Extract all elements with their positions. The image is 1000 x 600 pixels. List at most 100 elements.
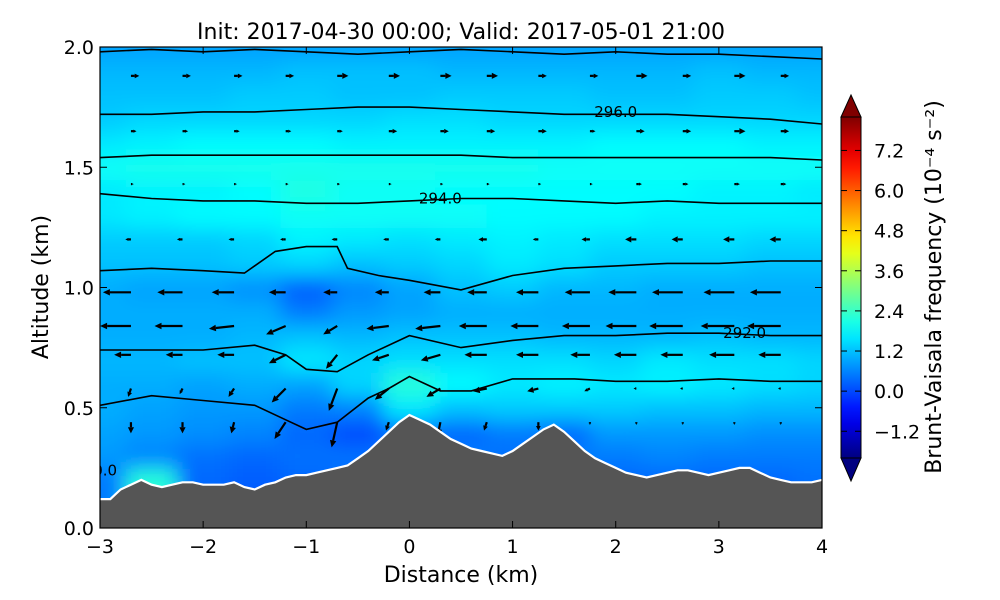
field-cell xyxy=(744,203,798,229)
field-cell xyxy=(100,323,127,349)
field-cell xyxy=(100,443,127,469)
wind-vector xyxy=(229,421,236,434)
x-tick-label: −2 xyxy=(189,536,217,558)
wind-vector xyxy=(682,128,692,134)
wind-vector xyxy=(779,422,782,425)
field-cell xyxy=(589,371,643,397)
wind-vector xyxy=(165,351,183,358)
field-cell xyxy=(641,323,695,349)
field-cell xyxy=(538,227,591,253)
wind-vector xyxy=(323,325,338,335)
field-cell xyxy=(796,251,822,277)
wind-vector xyxy=(337,72,349,79)
contour-label: 294.0 xyxy=(419,190,462,208)
field-cell xyxy=(332,299,385,325)
field-cell xyxy=(796,59,822,85)
field-cell xyxy=(538,347,591,373)
field-cell xyxy=(435,107,488,133)
field-cell xyxy=(796,107,822,133)
field-cell xyxy=(228,299,282,325)
field-cell xyxy=(641,419,695,445)
colorbar: −1.2 0.0 1.2 2.4 3.6 4.8 6.0 7.2 Brunt-Vaisala … xyxy=(840,93,947,483)
wind-vector xyxy=(458,322,487,330)
x-tick-label: 4 xyxy=(816,536,828,558)
colorbar-body xyxy=(840,116,862,459)
y-tick-label: 0.0 xyxy=(64,518,94,540)
wind-vector xyxy=(125,237,131,241)
terrain-layer xyxy=(100,413,822,528)
wind-vector xyxy=(285,182,289,186)
field-cell xyxy=(177,227,230,253)
field-cell xyxy=(228,323,282,349)
field-cell xyxy=(125,131,179,157)
field-cell xyxy=(744,347,798,373)
field-cell xyxy=(435,395,488,421)
wind-vector xyxy=(561,322,590,330)
wind-vector xyxy=(374,289,389,296)
field-cell xyxy=(589,251,643,277)
y-tick-label: 2.0 xyxy=(64,37,94,59)
wind-vector xyxy=(780,73,790,79)
wind-vector xyxy=(285,73,295,79)
y-axis-label: Altitude (km) xyxy=(29,215,54,359)
field-cell xyxy=(589,59,643,85)
wind-vector xyxy=(127,388,132,397)
field-cell xyxy=(332,395,385,421)
y-tick-label: 1.0 xyxy=(64,278,94,300)
colorbar-ticks: −1.2 0.0 1.2 2.4 3.6 4.8 6.0 7.2 xyxy=(841,140,920,443)
field-cell xyxy=(125,227,179,253)
wind-vector xyxy=(660,351,683,358)
colorbar-tick-label: 3.6 xyxy=(874,261,904,283)
field-cell xyxy=(538,203,591,229)
wind-vector xyxy=(426,387,441,397)
wind-vector xyxy=(383,237,389,241)
field-cell xyxy=(641,443,695,469)
field-cell xyxy=(280,179,334,205)
wind-vector xyxy=(330,421,339,448)
field-cell xyxy=(435,203,488,229)
wind-vector xyxy=(682,182,689,186)
wind-vector xyxy=(636,128,645,134)
field-cell xyxy=(125,83,179,109)
wind-vector xyxy=(564,289,590,296)
field-cell xyxy=(641,131,695,157)
field-cell xyxy=(125,203,179,229)
field-cell xyxy=(744,299,798,325)
wind-vector xyxy=(271,387,287,403)
wind-vector xyxy=(388,128,398,134)
field-cell xyxy=(280,251,334,277)
field-cell xyxy=(332,371,385,397)
field-cell xyxy=(589,131,643,157)
field-cell xyxy=(332,227,385,253)
contour-line xyxy=(100,245,822,291)
field-cell xyxy=(641,59,695,85)
field-cell xyxy=(589,395,643,421)
wind-vector xyxy=(486,128,496,134)
field-cell xyxy=(125,47,179,61)
wind-vector xyxy=(176,237,183,241)
colorbar-extend-max xyxy=(840,93,862,118)
field-cell xyxy=(589,155,643,181)
field-cell xyxy=(280,419,334,445)
field-cell xyxy=(177,83,230,109)
wind-vector xyxy=(217,351,235,358)
field-cell xyxy=(693,443,746,469)
wind-vector xyxy=(681,422,684,425)
field-cell xyxy=(383,227,437,253)
wind-vector xyxy=(671,236,683,243)
field-cell xyxy=(332,251,385,277)
contour-label: 0.0 xyxy=(93,461,117,479)
field-cell xyxy=(744,179,798,205)
field-cell xyxy=(589,419,643,445)
field-cell xyxy=(693,203,746,229)
field-cell xyxy=(228,419,282,445)
contour-label: 292.0 xyxy=(723,324,766,342)
x-tick-label: 0 xyxy=(403,536,415,558)
wind-vector xyxy=(635,422,638,425)
field-cell xyxy=(796,131,822,157)
wind-vector xyxy=(777,387,781,390)
field-cell xyxy=(693,227,746,253)
field-cell xyxy=(435,347,488,373)
wind-vector xyxy=(228,237,235,241)
field-cell xyxy=(486,227,540,253)
